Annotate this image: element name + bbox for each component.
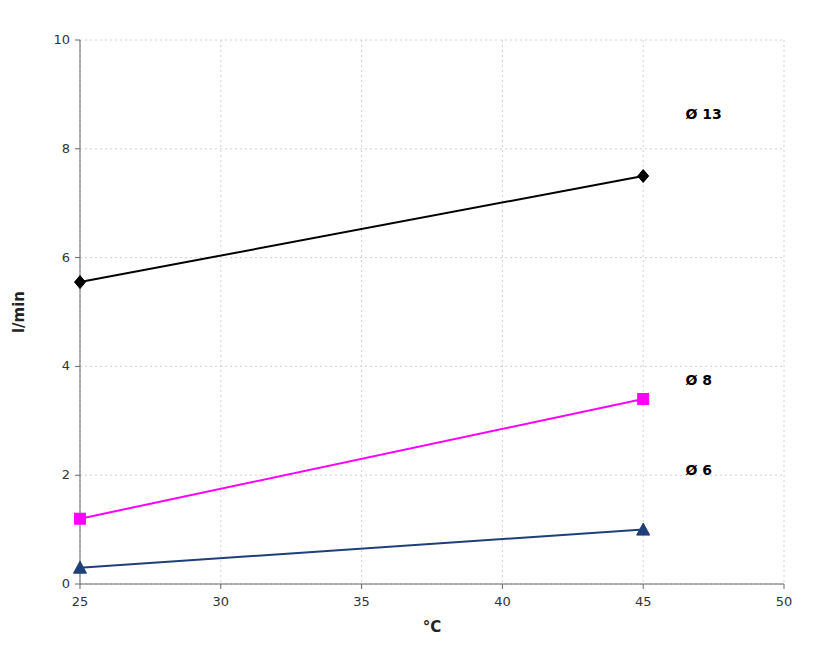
line [80, 530, 643, 568]
plot-area [74, 170, 650, 574]
tick-label-y: 4 [62, 358, 70, 373]
tick-y [75, 148, 80, 149]
tick-y [75, 257, 80, 258]
tick-x [361, 584, 362, 589]
line [80, 399, 643, 519]
tick-label-x: 50 [776, 594, 793, 609]
annotation: Ø 6 [685, 462, 712, 478]
annotation: Ø 8 [685, 372, 712, 388]
tick-x [784, 584, 785, 589]
grid-line-x [361, 40, 362, 584]
tick-label-x: 35 [353, 594, 370, 609]
grid-line-x [784, 40, 785, 584]
line [80, 176, 643, 282]
axis-x [80, 584, 784, 585]
tick-label-y: 0 [62, 576, 70, 591]
grid [80, 40, 784, 584]
tick-y [75, 40, 80, 41]
y-axis-label: l/min [10, 291, 28, 333]
axes: 25 30 35 40 45 50 0 2 4 6 8 10 [53, 32, 792, 609]
grid-line-y [80, 584, 784, 585]
annotation: Ø 13 [685, 106, 721, 122]
annotations: Ø 13 Ø 8 Ø 6 [685, 106, 721, 478]
chart: 25 30 35 40 45 50 0 2 4 6 8 10 °C l/min Ø 13 Ø 8 Ø 6 [0, 0, 824, 654]
tick-label-y: 10 [53, 32, 70, 47]
tick-y [75, 584, 80, 585]
tick-x [502, 584, 503, 589]
series [75, 170, 649, 289]
tick-label-x: 45 [635, 594, 652, 609]
tick-x [220, 584, 221, 589]
tick-label-y: 8 [62, 141, 70, 156]
tick-y [75, 366, 80, 367]
marker [638, 394, 649, 405]
tick-label-x: 30 [213, 594, 230, 609]
tick-label-y: 2 [62, 467, 70, 482]
axis-y [80, 40, 81, 584]
tick-y [75, 475, 80, 476]
grid-line-x [220, 40, 221, 584]
series [75, 394, 649, 525]
marker [75, 513, 86, 524]
grid-line-y [80, 475, 784, 476]
grid-line-x [643, 40, 644, 584]
tick-label-x: 40 [494, 594, 511, 609]
tick-label-x: 25 [72, 594, 89, 609]
marker [637, 523, 650, 535]
x-axis-label: °C [423, 618, 442, 636]
tick-x [80, 584, 81, 589]
grid-line-x [502, 40, 503, 584]
grid-line-y [80, 40, 784, 41]
tick-x [643, 584, 644, 589]
grid-line-y [80, 257, 784, 258]
grid-line-y [80, 148, 784, 149]
grid-line-y [80, 366, 784, 367]
marker [75, 276, 86, 289]
tick-label-y: 6 [62, 250, 70, 265]
grid-line-x [80, 40, 81, 584]
marker [74, 561, 87, 573]
series [74, 523, 650, 573]
marker [638, 170, 649, 183]
